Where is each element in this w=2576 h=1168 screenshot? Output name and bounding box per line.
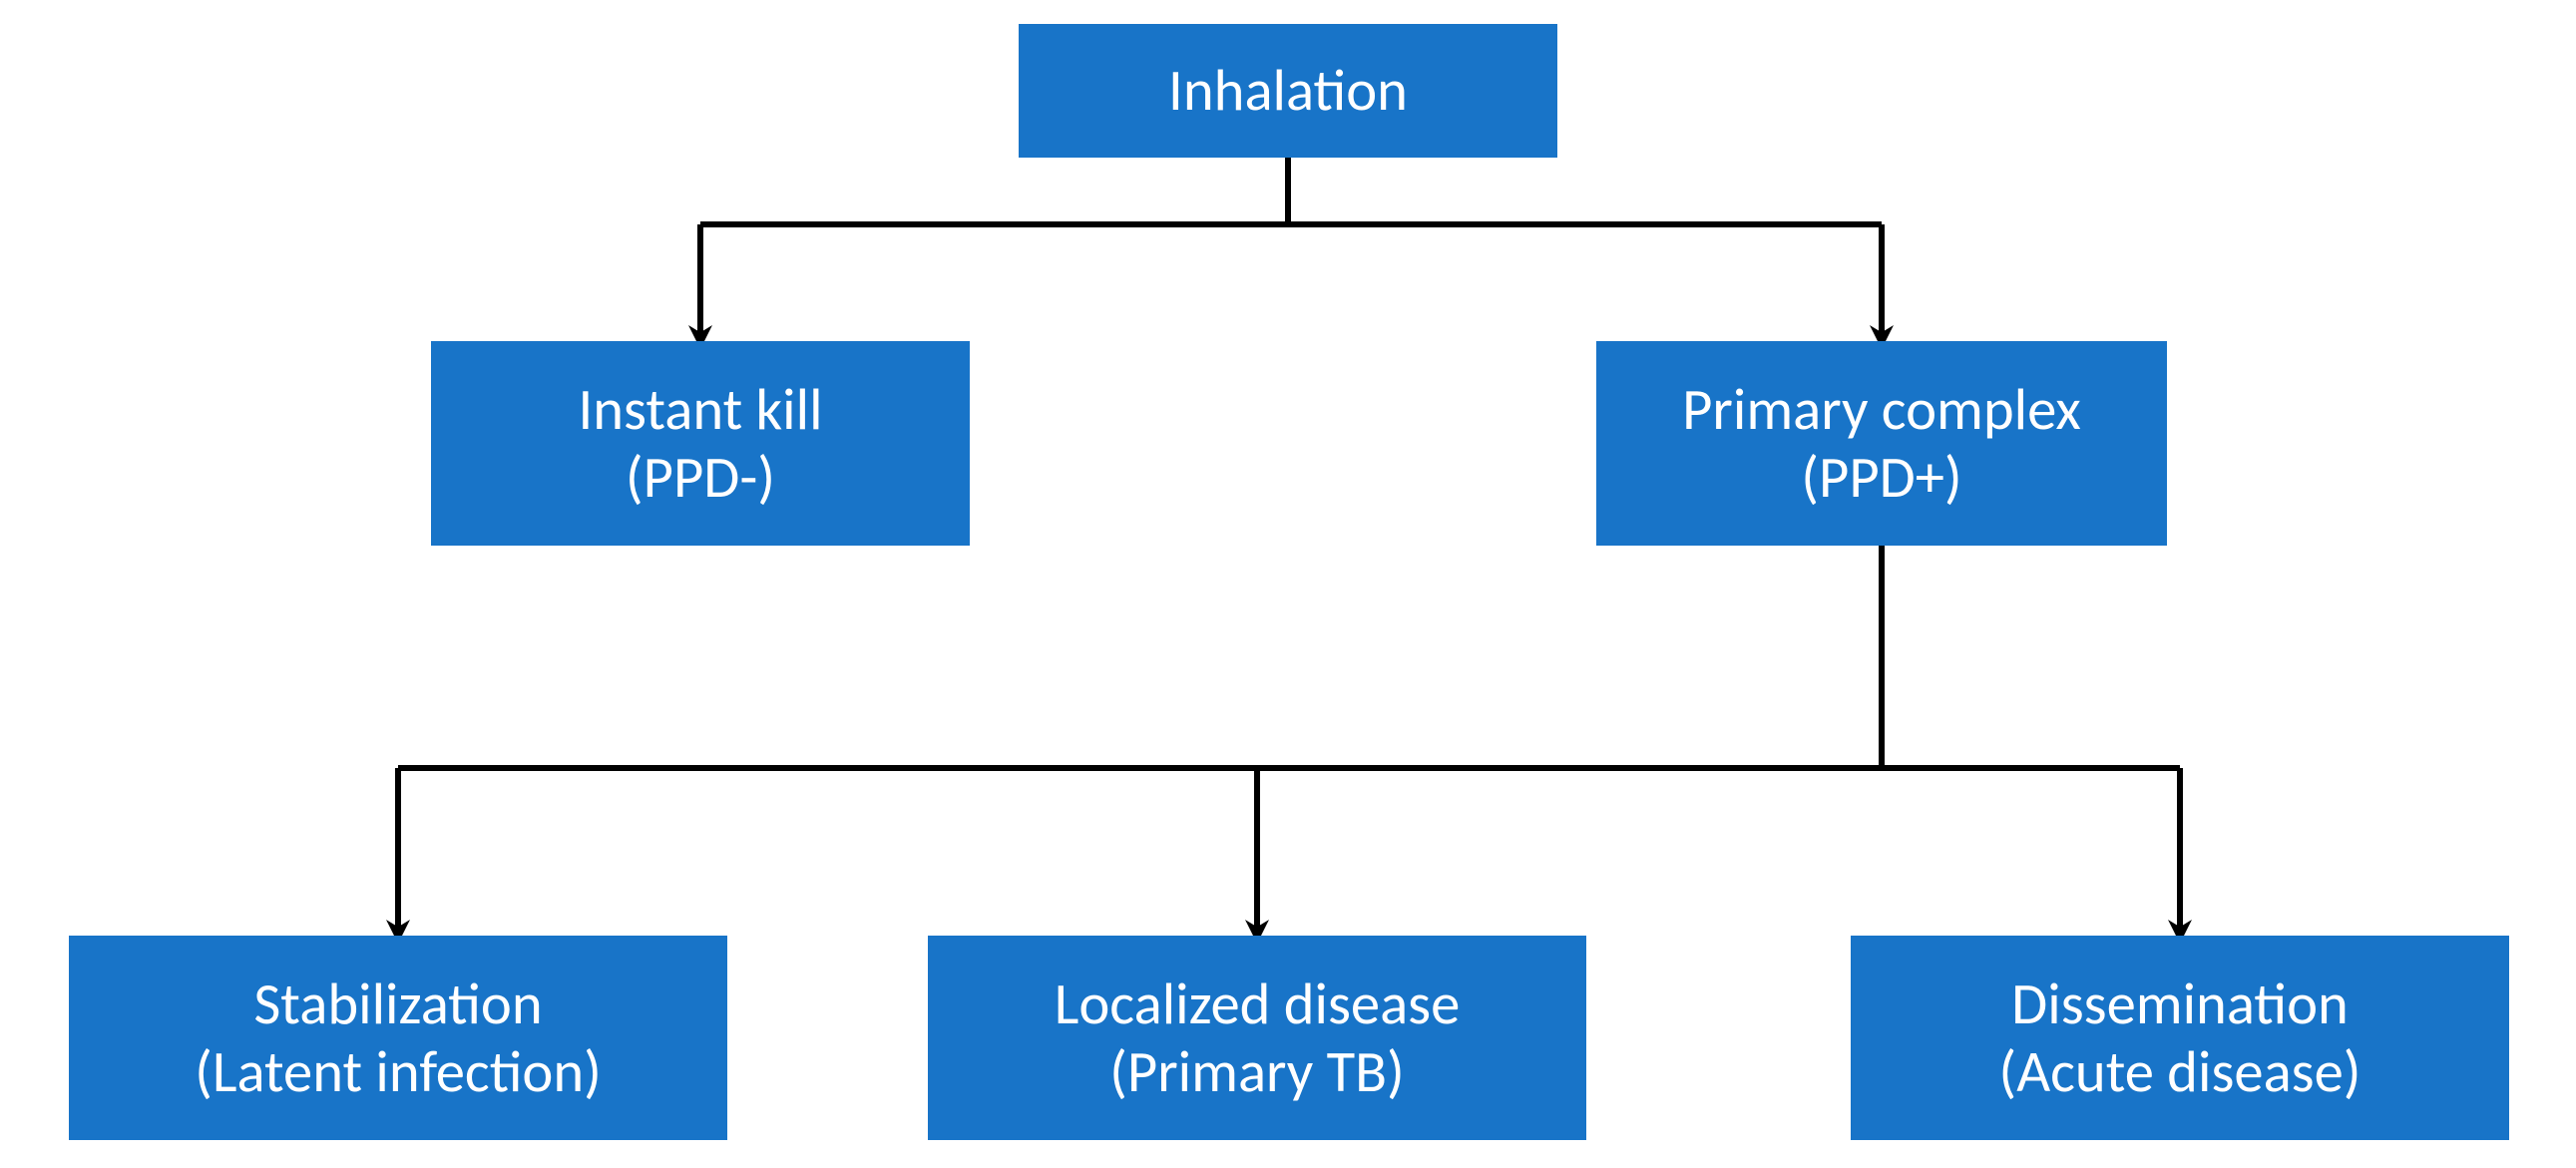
node-label-line1: Dissemination: [2011, 971, 2349, 1037]
flowchart-canvas: Inhalation Instant kill (PPD-) Primary c…: [0, 0, 2576, 1168]
node-localized-disease: Localized disease (Primary TB): [928, 936, 1586, 1140]
node-primary-complex: Primary complex (PPD+): [1596, 341, 2167, 546]
node-dissemination: Dissemination (Acute disease): [1851, 936, 2509, 1140]
node-label-line2: (Acute disease): [1998, 1038, 2361, 1105]
node-label-line2: (Primary TB): [1109, 1038, 1405, 1105]
node-label-line1: Primary complex: [1682, 376, 2081, 443]
node-inhalation: Inhalation: [1019, 24, 1557, 158]
node-label-line1: Localized disease: [1055, 971, 1461, 1037]
node-label-line2: (PPD+): [1801, 444, 1961, 511]
node-instant-kill: Instant kill (PPD-): [431, 341, 970, 546]
node-label-line1: Instant kill: [578, 376, 822, 443]
node-stabilization: Stabilization (Latent infection): [69, 936, 727, 1140]
node-label: Inhalation: [1168, 57, 1408, 124]
node-label-line2: (PPD-): [626, 444, 775, 511]
node-label-line2: (Latent infection): [195, 1038, 602, 1105]
node-label-line1: Stabilization: [253, 971, 542, 1037]
